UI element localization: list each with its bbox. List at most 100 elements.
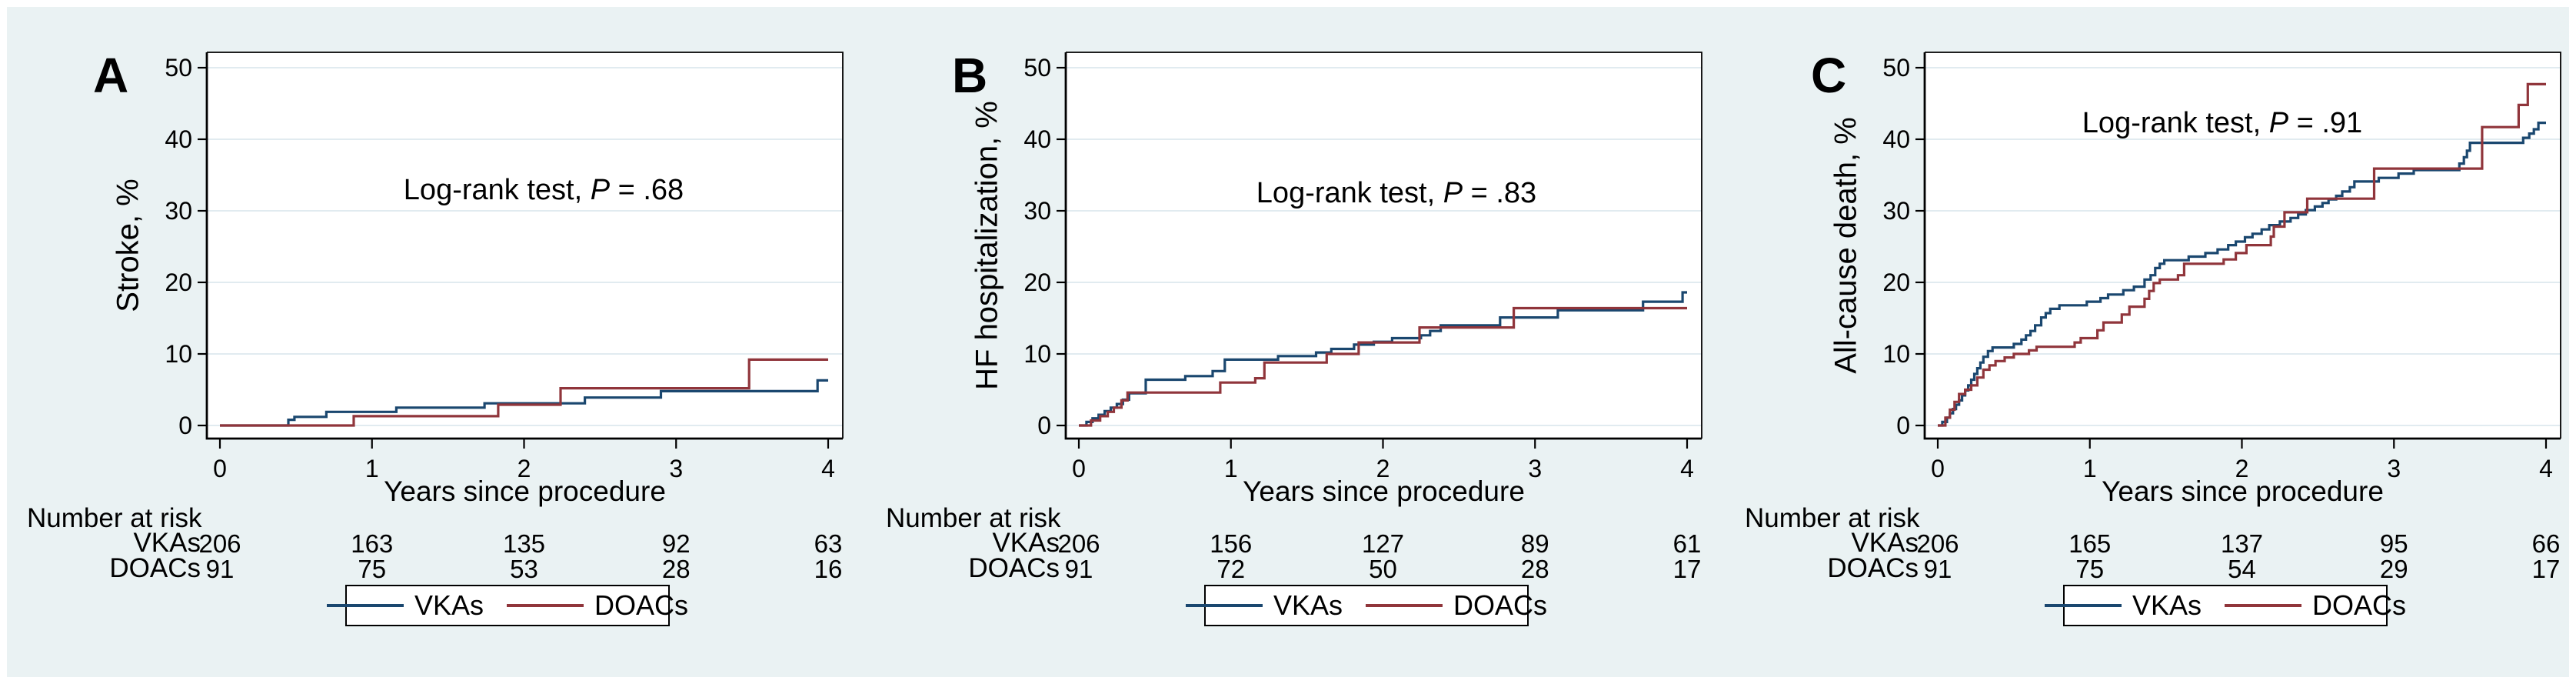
- risk-count: 206: [1057, 529, 1100, 558]
- svg-text:20: 20: [1023, 269, 1051, 296]
- risk-row-label: DOACs: [968, 553, 1060, 583]
- risk-row-label: VKAs: [992, 528, 1060, 558]
- svg-text:0: 0: [1072, 455, 1086, 482]
- risk-count: 89: [1520, 529, 1549, 558]
- svg-text:50: 50: [1882, 54, 1910, 82]
- panel-letter: A: [93, 48, 129, 103]
- svg-text:0: 0: [178, 412, 192, 439]
- annotation-suffix: = .83: [1463, 177, 1537, 209]
- risk-count: 137: [2220, 529, 2264, 558]
- legend-label: VKAs: [1273, 589, 1343, 621]
- risk-count: 165: [2068, 529, 2112, 558]
- svg-text:30: 30: [1882, 197, 1910, 225]
- risk-count: 75: [2075, 555, 2105, 583]
- legend-item-vkas: VKAs: [326, 589, 484, 622]
- log-rank-annotation: Log-rank test, P = .83: [1189, 177, 1604, 210]
- svg-text:0: 0: [213, 455, 227, 482]
- panel-stroke: A Stroke, % 0 10 20 30 40 50 0 1 2 3 4 Log-rank te…: [7, 7, 866, 677]
- risk-count: 66: [2531, 529, 2561, 558]
- y-axis-title: HF hospitalization, %: [970, 101, 1004, 390]
- risk-count: 16: [814, 555, 843, 583]
- p-symbol: P: [1443, 177, 1463, 209]
- vka-line-swatch: [1185, 604, 1263, 607]
- risk-row-vkas: VKAs 206 156 127 89 61: [866, 528, 1725, 560]
- risk-count: 91: [1064, 555, 1093, 583]
- risk-row-label: VKAs: [1851, 528, 1919, 558]
- risk-count: 135: [502, 529, 546, 558]
- log-rank-annotation: Log-rank test, P = .68: [336, 174, 751, 207]
- risk-count: 28: [661, 555, 691, 583]
- risk-row-label: DOACs: [109, 553, 201, 583]
- x-axis-title: Years since procedure: [1243, 475, 1525, 507]
- panel-letter: B: [952, 48, 988, 103]
- panel-hf-hospitalization: B HF hospitalization, % 0 10 20 30 40 50 0 1 2 3 4…: [866, 7, 1725, 677]
- annotation-suffix: = .91: [2288, 107, 2363, 139]
- svg-text:40: 40: [165, 125, 192, 153]
- legend-item-doacs: DOACs: [507, 589, 688, 622]
- x-axis-title: Years since procedure: [2102, 475, 2384, 507]
- vka-line-swatch: [2044, 604, 2122, 607]
- svg-text:3: 3: [2387, 455, 2401, 482]
- svg-text:50: 50: [1023, 54, 1051, 82]
- panel-all-cause-death: C All-cause death, % 0 10 20 30 40 50 0 1 2 3 4 Lo…: [1725, 7, 2569, 677]
- risk-row-doacs: DOACs 91 75 53 28 16: [7, 553, 866, 586]
- legend-item-vkas: VKAs: [2044, 589, 2202, 622]
- km-plot-death: 0 10 20 30 40 50 0 1 2 3 4: [1882, 52, 2561, 482]
- doac-line-swatch: [507, 604, 584, 607]
- log-rank-annotation: Log-rank test, P = .91: [2015, 107, 2430, 140]
- risk-count: 91: [1923, 555, 1952, 583]
- risk-row-doacs: DOACs 91 75 54 29 17: [1725, 553, 2569, 586]
- legend-label: VKAs: [414, 589, 484, 621]
- svg-text:3: 3: [1528, 455, 1542, 482]
- svg-text:30: 30: [165, 197, 192, 225]
- number-at-risk-title: Number at risk: [27, 503, 202, 533]
- svg-text:2: 2: [2235, 455, 2249, 482]
- risk-count: 206: [198, 529, 241, 558]
- number-at-risk-title: Number at risk: [886, 503, 1061, 533]
- panel-letter: C: [1811, 48, 1847, 103]
- svg-text:40: 40: [1023, 125, 1051, 153]
- risk-count: 127: [1361, 529, 1405, 558]
- svg-text:1: 1: [1224, 455, 1238, 482]
- number-at-risk-title: Number at risk: [1745, 503, 1920, 533]
- risk-count: 163: [351, 529, 394, 558]
- svg-text:4: 4: [821, 455, 835, 482]
- km-plot-hf: 0 10 20 30 40 50 0 1 2 3 4: [1023, 52, 1702, 482]
- legend-item-vkas: VKAs: [1185, 589, 1343, 622]
- risk-count: 72: [1216, 555, 1246, 583]
- annotation-prefix: Log-rank test,: [1256, 177, 1443, 209]
- legend: VKAs DOACs: [326, 585, 688, 626]
- svg-text:4: 4: [2539, 455, 2553, 482]
- risk-count: 28: [1520, 555, 1549, 583]
- svg-text:10: 10: [165, 340, 192, 368]
- risk-count: 17: [2531, 555, 2561, 583]
- legend-item-doacs: DOACs: [1366, 589, 1547, 622]
- p-symbol: P: [2268, 107, 2289, 139]
- vka-line-swatch: [326, 604, 404, 607]
- annotation-prefix: Log-rank test,: [2082, 107, 2269, 139]
- annotation-suffix: = .68: [610, 174, 684, 206]
- legend-item-doacs: DOACs: [2225, 589, 2406, 622]
- risk-count: 75: [358, 555, 387, 583]
- risk-count: 61: [1672, 529, 1702, 558]
- svg-text:20: 20: [1882, 269, 1910, 296]
- legend: VKAs DOACs: [1185, 585, 1547, 626]
- svg-text:4: 4: [1680, 455, 1694, 482]
- p-symbol: P: [590, 174, 611, 206]
- y-axis-title: All-cause death, %: [1829, 117, 1863, 374]
- legend: VKAs DOACs: [2044, 585, 2406, 626]
- risk-row-label: DOACs: [1827, 553, 1919, 583]
- y-axis-title: Stroke, %: [111, 179, 145, 312]
- legend-label: DOACs: [1453, 589, 1548, 621]
- risk-count: 95: [2379, 529, 2408, 558]
- svg-text:20: 20: [165, 269, 192, 296]
- svg-text:0: 0: [1896, 412, 1910, 439]
- svg-text:30: 30: [1023, 197, 1051, 225]
- svg-text:2: 2: [518, 455, 531, 482]
- risk-count: 92: [661, 529, 691, 558]
- risk-count: 91: [205, 555, 235, 583]
- risk-row-doacs: DOACs 91 72 50 28 17: [866, 553, 1725, 586]
- annotation-prefix: Log-rank test,: [403, 174, 591, 206]
- legend-label: DOACs: [2312, 589, 2407, 621]
